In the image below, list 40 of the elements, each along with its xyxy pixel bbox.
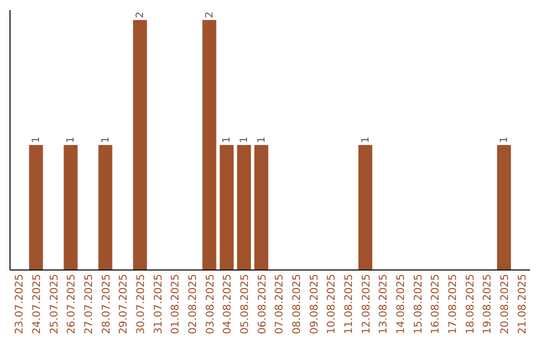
x-tick-label: 26.07.2025	[66, 274, 78, 334]
x-tick-label: 24.07.2025	[31, 274, 43, 334]
x-tick-label: 20.08.2025	[499, 274, 511, 334]
x-tick-label: 15.08.2025	[412, 274, 424, 334]
x-tick-label: 10.08.2025	[326, 274, 338, 334]
data-label: 2	[135, 12, 146, 18]
x-tick-label: 04.08.2025	[222, 274, 234, 334]
x-tick-label: 09.08.2025	[308, 274, 320, 334]
data-label: 1	[66, 136, 77, 143]
x-tick-label: 08.08.2025	[291, 274, 303, 334]
data-label: 1	[360, 136, 372, 143]
x-tick-label: 03.08.2025	[204, 274, 216, 334]
x-tick-label: 13.08.2025	[378, 274, 390, 334]
x-tick-label: 31.07.2025	[152, 274, 164, 334]
data-label: 1	[222, 136, 233, 143]
x-tick-label: 01.08.2025	[170, 274, 182, 334]
data-label: 1	[100, 136, 112, 143]
x-tick-label: 27.07.2025	[83, 274, 95, 334]
x-tick-label: 05.08.2025	[239, 274, 251, 334]
x-tick-label: 21.08.2025	[516, 274, 528, 334]
data-label: 1	[31, 136, 42, 143]
x-tick-label: 06.08.2025	[256, 274, 268, 334]
x-tick-label: 25.07.2025	[48, 274, 60, 334]
data-label: 1	[239, 136, 250, 143]
x-tick-label: 28.07.2025	[100, 274, 112, 334]
data-label: 1	[499, 136, 510, 143]
x-tick-label: 29.07.2025	[118, 274, 130, 334]
x-tick-label: 11.08.2025	[343, 274, 355, 334]
x-tick-label: 02.08.2025	[187, 274, 199, 334]
x-tick-label: 16.08.2025	[430, 274, 442, 334]
x-tick-label: 23.07.2025	[14, 274, 26, 334]
x-tick-label: 19.08.2025	[482, 274, 494, 334]
x-tick-label: 14.08.2025	[395, 274, 407, 334]
x-tick-label: 18.08.2025	[464, 274, 476, 334]
x-tick-label: 30.07.2025	[135, 274, 147, 334]
x-tick-label: 17.08.2025	[447, 274, 459, 334]
data-label: 2	[204, 12, 216, 18]
x-tick-label: 12.08.2025	[360, 274, 372, 334]
x-tick-label: 07.08.2025	[274, 274, 286, 334]
data-label: 1	[256, 136, 268, 143]
